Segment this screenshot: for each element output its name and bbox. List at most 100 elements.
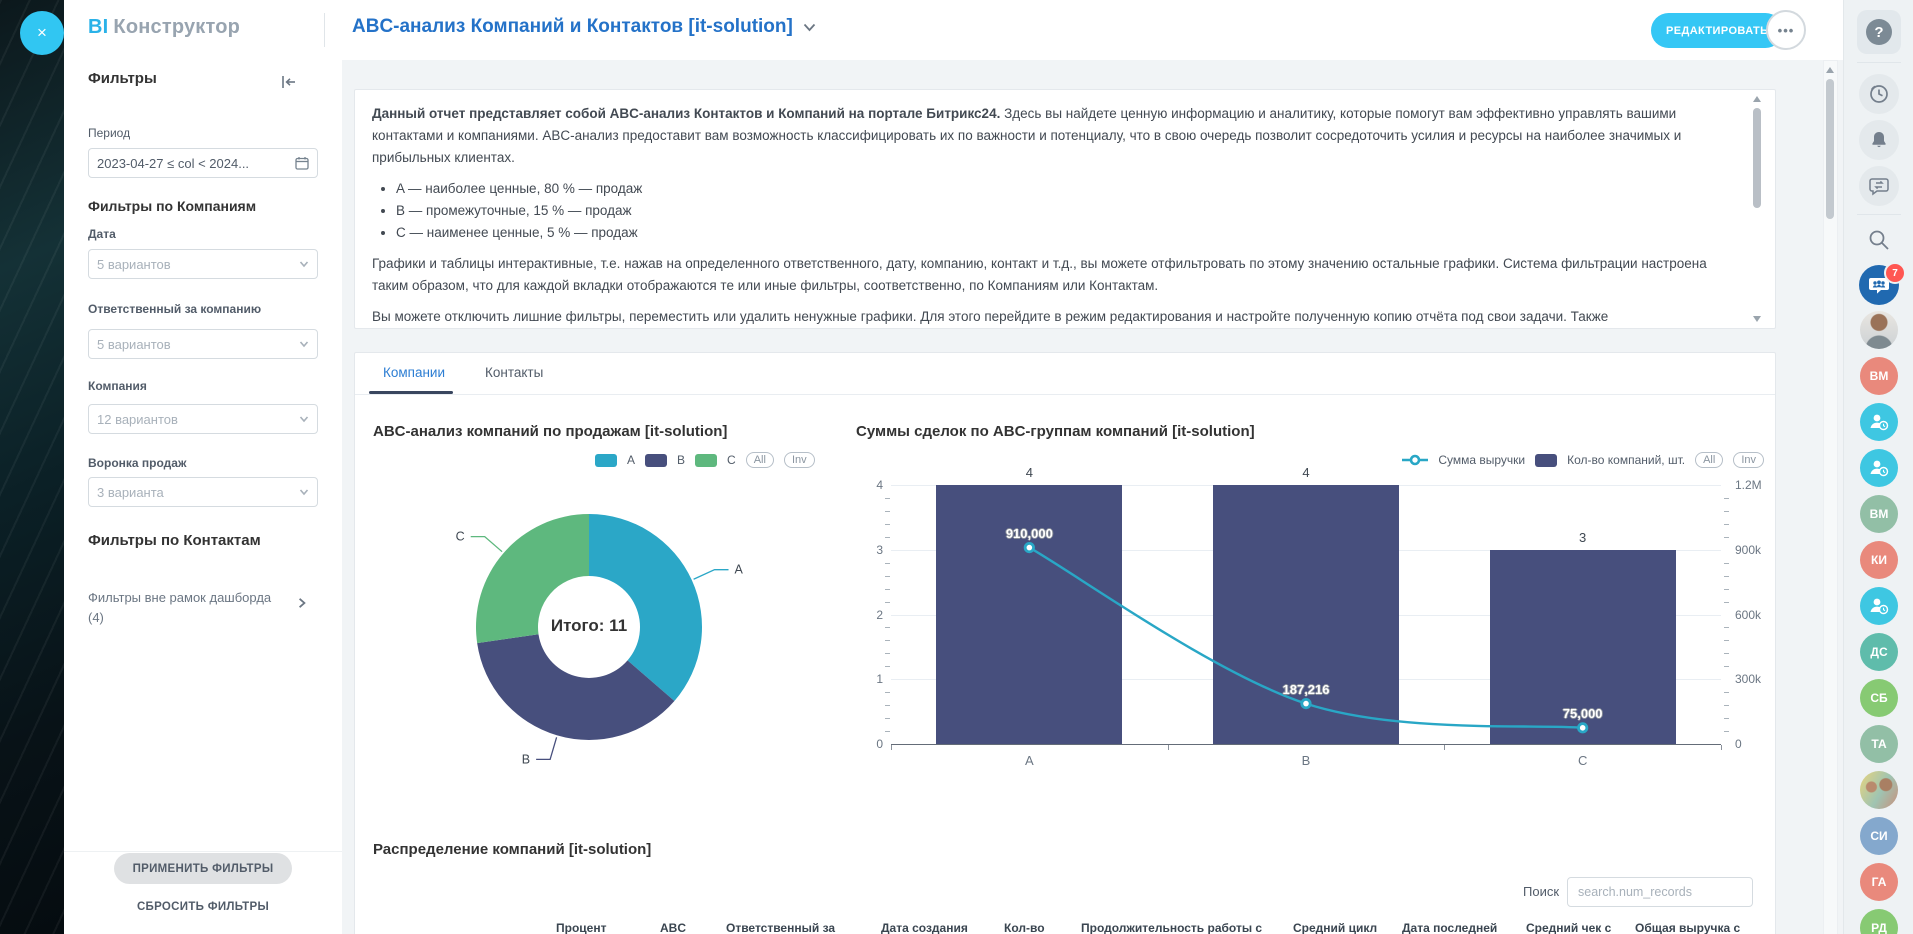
y-left-minor-tick [885, 536, 890, 538]
help-button[interactable]: ? [1857, 10, 1901, 54]
avatar-photo-group[interactable] [1860, 771, 1898, 809]
table-column-header-9[interactable]: Средний чек с [1526, 921, 1612, 934]
app-logo: BI Конструктор [88, 16, 240, 39]
y-right-tick-900k: 900k [1735, 542, 1762, 557]
close-panel-button[interactable]: × [20, 11, 64, 55]
notifications-bell-icon[interactable] [1859, 120, 1899, 160]
scroll-up-arrow[interactable] [1826, 67, 1834, 73]
x-tick-label-B[interactable]: B [1301, 753, 1311, 768]
avatar-РД[interactable]: РД [1860, 909, 1898, 934]
messenger-unread-badge: 7 [1884, 262, 1906, 284]
table-column-header-3[interactable]: Ответственный за [726, 921, 836, 934]
avatar-КИ[interactable]: КИ [1860, 541, 1898, 579]
donut-chart-title: ABC-анализ компаний по продажам [it-solu… [373, 423, 728, 440]
chat-exchange-icon[interactable] [1859, 166, 1899, 206]
avatar-ГА[interactable]: ГА [1860, 863, 1898, 901]
dashboard-title[interactable]: ABC-анализ Компаний и Контактов [it-solu… [352, 16, 816, 38]
filter-select-company[interactable]: 12 вариантов [88, 404, 318, 434]
tab-contacts[interactable]: Контакты [485, 365, 544, 380]
scroll-up-arrow[interactable] [1753, 96, 1761, 102]
chevron-down-icon[interactable] [803, 23, 816, 32]
x-axis-tick [891, 745, 892, 750]
table-column-header-10[interactable]: Общая выручка с [1635, 921, 1741, 934]
table-column-header-4[interactable]: Дата создания [881, 921, 968, 934]
logo-text: Конструктор [113, 16, 241, 38]
avatar-ВМ[interactable]: ВМ [1860, 495, 1898, 533]
collapse-sidebar-icon[interactable] [280, 74, 298, 95]
donut-legend-label-C[interactable]: C [727, 453, 736, 467]
period-input[interactable]: 2023-04-27 ≤ col < 2024... [88, 148, 318, 178]
main-scrollbar[interactable] [1823, 60, 1838, 934]
tab-companies[interactable]: Компании [383, 365, 446, 380]
filter-label-date: Дата [88, 227, 116, 241]
table-column-header-6[interactable]: Продолжительность работы с [1081, 921, 1263, 934]
donut-slice-B[interactable] [477, 634, 675, 740]
filter-select-responsible[interactable]: 5 вариантов [88, 329, 318, 359]
apply-filters-button[interactable]: ПРИМЕНИТЬ ФИЛЬТРЫ [114, 853, 292, 884]
combo-chart-title: Суммы сделок по ABC-группам компаний [it… [856, 423, 1255, 440]
line-series-label[interactable]: Сумма выручки [1438, 453, 1526, 467]
table-column-header-2[interactable]: ABC [660, 921, 686, 934]
y-right-minor-tick [1724, 666, 1729, 668]
donut-slice-A[interactable] [589, 514, 702, 701]
y-right-tick-0: 0 [1735, 737, 1742, 751]
y-right-minor-tick [1724, 601, 1729, 603]
filter-select-funnel[interactable]: 3 варианта [88, 477, 318, 507]
scroll-down-arrow[interactable] [1753, 316, 1761, 322]
y-right-minor-tick [1724, 627, 1729, 629]
main-area: ABC-анализ Компаний и Контактов [it-solu… [342, 0, 1843, 934]
filter-select-date[interactable]: 5 вариантов [88, 249, 318, 279]
search-input[interactable] [1567, 877, 1753, 907]
reset-filters-button[interactable]: СБРОСИТЬ ФИЛЬТРЫ [136, 901, 270, 913]
table-column-header-1[interactable]: Процент [556, 921, 607, 934]
avatar-invited-user[interactable] [1860, 449, 1898, 487]
chevron-right-icon[interactable] [296, 596, 308, 614]
line-point-C[interactable] [1577, 722, 1589, 734]
chevron-down-icon [299, 414, 309, 424]
avatar-photo-woman[interactable] [1860, 311, 1898, 349]
line-point-A[interactable] [1023, 541, 1035, 554]
bar-series-label[interactable]: Кол-во компаний, шт. [1567, 453, 1686, 467]
avatar-ТА[interactable]: ТА [1860, 725, 1898, 763]
avatar-ДС[interactable]: ДС [1860, 633, 1898, 671]
y-right-minor-tick [1724, 640, 1729, 642]
calendar-icon[interactable] [295, 156, 309, 170]
y-left-tick-2: 2 [876, 607, 883, 622]
bar-A[interactable] [936, 485, 1123, 744]
legend-inv-pill[interactable]: Inv [1733, 452, 1764, 468]
avatar-СИ[interactable]: СИ [1860, 817, 1898, 855]
y-left-minor-tick [885, 718, 890, 720]
legend-inv-pill[interactable]: Inv [783, 452, 815, 468]
avatar-invited-user[interactable] [1860, 403, 1898, 441]
main-scrollbar-thumb[interactable] [1826, 79, 1834, 219]
description-scrollbar-thumb[interactable] [1753, 108, 1761, 208]
avatar-ВМ[interactable]: ВМ [1860, 357, 1898, 395]
table-column-header-5[interactable]: Кол-во [1004, 921, 1045, 934]
contacts-filters-heading: Фильтры по Контактам [88, 532, 261, 549]
description-scrollbar[interactable] [1752, 96, 1763, 322]
worktime-clock-icon[interactable] [1859, 74, 1899, 114]
x-tick-label-C[interactable]: C [1577, 753, 1588, 768]
y-left-minor-tick [885, 666, 890, 668]
donut-slice-C[interactable] [476, 514, 589, 644]
table-column-header-7[interactable]: Средний цикл [1293, 921, 1378, 934]
y-left-minor-tick [885, 510, 890, 512]
filters-outside-dashboard-link[interactable]: Фильтры вне рамок дашборда (4) [88, 590, 284, 625]
donut-legend-label-B[interactable]: B [677, 453, 686, 467]
line-point-B[interactable] [1300, 697, 1312, 710]
bar-C[interactable] [1489, 549, 1676, 744]
edit-button[interactable]: РЕДАКТИРОВАТЬ [1651, 13, 1784, 48]
avatar-СБ[interactable]: СБ [1860, 679, 1898, 717]
table-column-header-8[interactable]: Дата последней [1402, 921, 1498, 934]
x-tick-label-A[interactable]: A [1024, 753, 1034, 768]
legend-all-pill[interactable]: All [1695, 452, 1724, 468]
avatar-invited-user[interactable] [1860, 587, 1898, 625]
search-icon[interactable] [1867, 228, 1891, 257]
more-options-button[interactable]: ••• [1766, 10, 1806, 50]
legend-all-pill[interactable]: All [745, 452, 774, 468]
donut-legend-label-A[interactable]: A [627, 453, 636, 467]
messenger-icon[interactable] [1859, 265, 1899, 305]
combo-chart: 910,000 187,216 75,000 4 4 3 0 0 1 300k 2 600k 3 900… [855, 465, 1775, 793]
y-left-minor-tick [885, 588, 890, 590]
